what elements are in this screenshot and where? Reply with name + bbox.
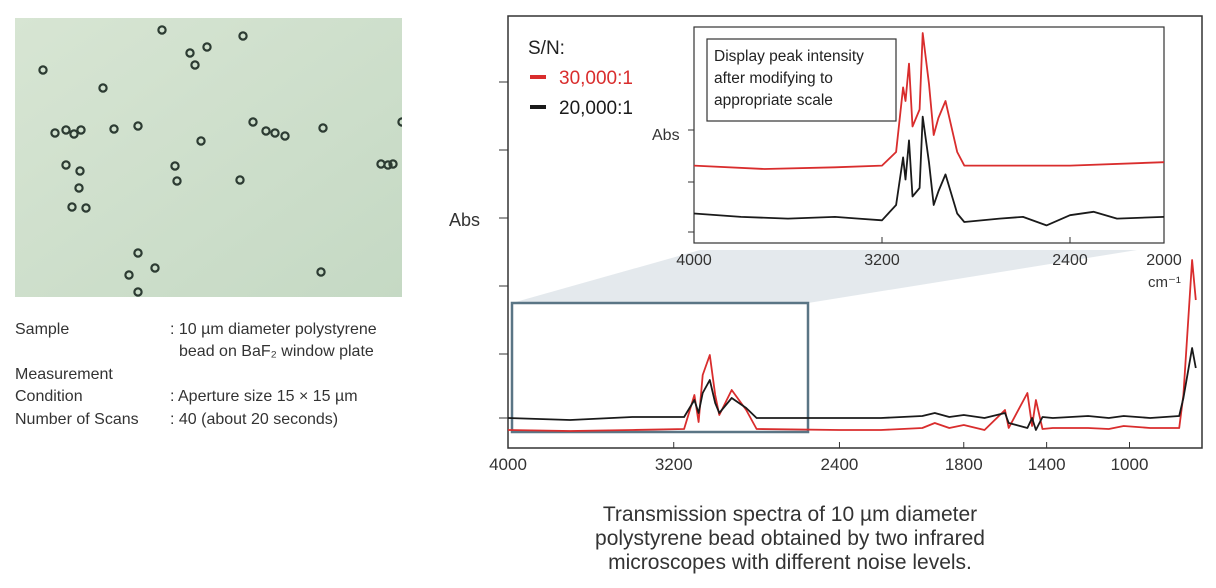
bead <box>124 270 134 280</box>
main-x-tick-label: 3200 <box>655 455 693 474</box>
bead <box>388 159 398 169</box>
bead <box>270 128 280 138</box>
inset-series-sn-30000 <box>693 32 1165 170</box>
bead <box>190 60 200 70</box>
zoom-region-box <box>510 301 810 434</box>
sample-info-value: : 40 (about 20 seconds) <box>170 411 339 428</box>
caption-line-3: microscopes with different noise levels. <box>608 551 972 574</box>
inset-x-unit: cm⁻¹ <box>1148 274 1181 291</box>
sample-info-label: Number of Scans <box>15 411 139 428</box>
bead <box>133 287 143 297</box>
microscope-photo <box>15 18 402 297</box>
main-series-sn-30000 <box>507 259 1197 432</box>
main-x-tick-label: 1000 <box>1111 455 1149 474</box>
main-y-axis-label: Abs <box>449 210 480 230</box>
main-x-tick-label: 1400 <box>1028 455 1066 474</box>
inset-note-line-3: appropriate scale <box>714 92 833 109</box>
bead <box>316 267 326 277</box>
bead <box>196 136 206 146</box>
inset-note-line-2: after modifying to <box>714 70 833 87</box>
bead <box>81 203 91 213</box>
caption-line-2: polystyrene bead obtained by two infrare… <box>595 527 985 550</box>
main-x-tick-label: 2400 <box>821 455 859 474</box>
bead <box>185 48 195 58</box>
sample-info-value: : 10 µm diameter polystyrene <box>170 321 377 338</box>
bead <box>133 121 143 131</box>
bead <box>248 117 258 127</box>
sample-info-label: Sample <box>15 321 70 338</box>
bead <box>170 161 180 171</box>
bead <box>133 248 143 258</box>
bead <box>280 131 290 141</box>
main-x-tick-label: 4000 <box>489 455 527 474</box>
bead <box>383 160 393 170</box>
bead <box>202 42 212 52</box>
bead <box>318 123 328 133</box>
inset-x-tick-label: 4000 <box>676 252 712 269</box>
inset-note-box <box>706 38 897 122</box>
inset-x-tick-label: 3200 <box>864 252 900 269</box>
legend-label-30000: 30,000:1 <box>559 68 633 89</box>
legend-title: S/N: <box>528 38 565 59</box>
bead <box>69 129 79 139</box>
bead <box>109 124 119 134</box>
bead <box>61 160 71 170</box>
main-series-sn-20000 <box>507 347 1197 431</box>
caption-line-1: Transmission spectra of 10 µm diameter <box>602 503 978 526</box>
bead <box>157 25 167 35</box>
zoom-connector <box>512 250 1137 303</box>
inset-x-tick-label: 2000 <box>1146 252 1182 269</box>
inset-y-axis-label: Abs <box>652 127 680 144</box>
sample-info-label: Measurement <box>15 366 113 383</box>
bead <box>172 176 182 186</box>
legend-label-20000: 20,000:1 <box>559 98 633 119</box>
bead <box>38 65 48 75</box>
bead <box>76 125 86 135</box>
inset-x-tick-label: 2400 <box>1052 252 1088 269</box>
sample-info-value: : Aperture size 15 × 15 µm <box>170 388 358 405</box>
bead <box>235 175 245 185</box>
sample-info-value: bead on BaF₂ window plate <box>179 343 374 360</box>
bead <box>238 31 248 41</box>
bead <box>61 125 71 135</box>
main-plot-frame <box>507 15 1203 449</box>
inset-note-line-1: Display peak intensity <box>714 48 864 65</box>
inset-series-sn-20000 <box>693 115 1165 227</box>
bead <box>150 263 160 273</box>
bead <box>75 166 85 176</box>
bead <box>50 128 60 138</box>
bead <box>74 183 84 193</box>
main-x-tick-label: 1800 <box>945 455 983 474</box>
bead <box>261 126 271 136</box>
figure-caption: Transmission spectra of 10 µm diameter p… <box>560 503 1020 575</box>
bead <box>98 83 108 93</box>
bead <box>67 202 77 212</box>
sample-info-label: Condition <box>15 388 83 405</box>
